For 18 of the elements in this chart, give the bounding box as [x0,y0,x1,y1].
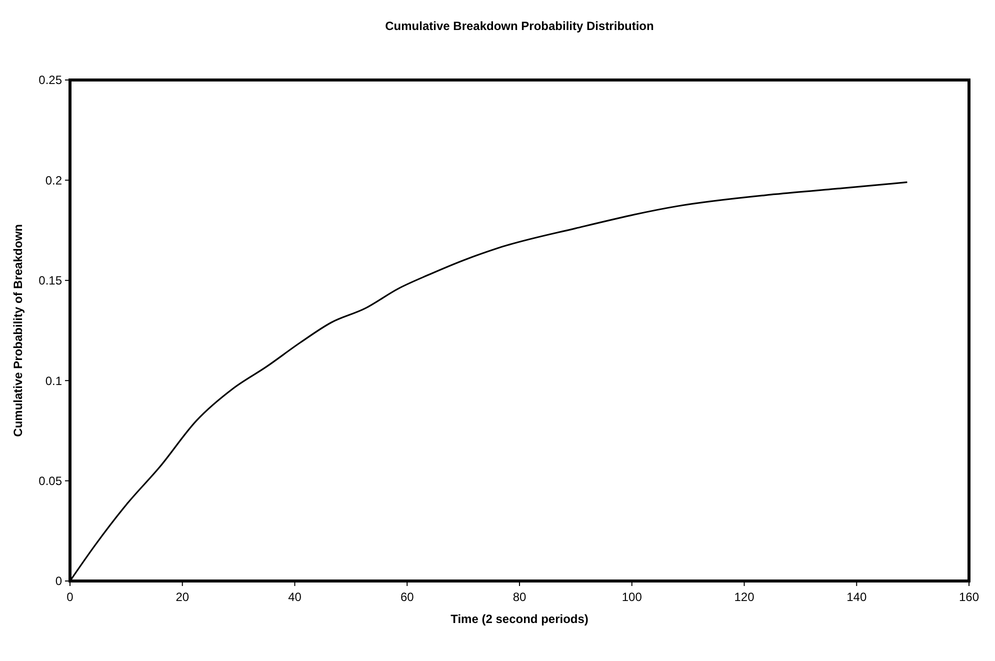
x-tick-label: 0 [66,590,74,604]
y-tick-label: 0.25 [38,73,62,88]
y-tick-label: 0.2 [45,173,62,188]
x-tick-label: 160 [958,590,980,604]
chart-title: Cumulative Breakdown Probability Distribution [385,19,654,33]
y-tick-label: 0.15 [38,274,62,288]
x-tick-label: 60 [400,590,414,604]
y-tick-label: 0.1 [45,374,62,388]
y-tick-label: 0.05 [38,474,62,488]
y-axis-title: Cumulative Probability of Breakdown [11,224,25,437]
x-tick-label: 20 [176,590,190,604]
x-tick-label: 140 [846,590,867,604]
x-axis-title: Time (2 second periods) [450,612,588,626]
x-tick-label: 40 [288,590,302,604]
x-tick-label: 120 [734,590,755,604]
x-tick-label: 100 [622,590,642,604]
x-tick-label: 80 [512,590,526,604]
y-tick-label: 0 [55,574,62,588]
